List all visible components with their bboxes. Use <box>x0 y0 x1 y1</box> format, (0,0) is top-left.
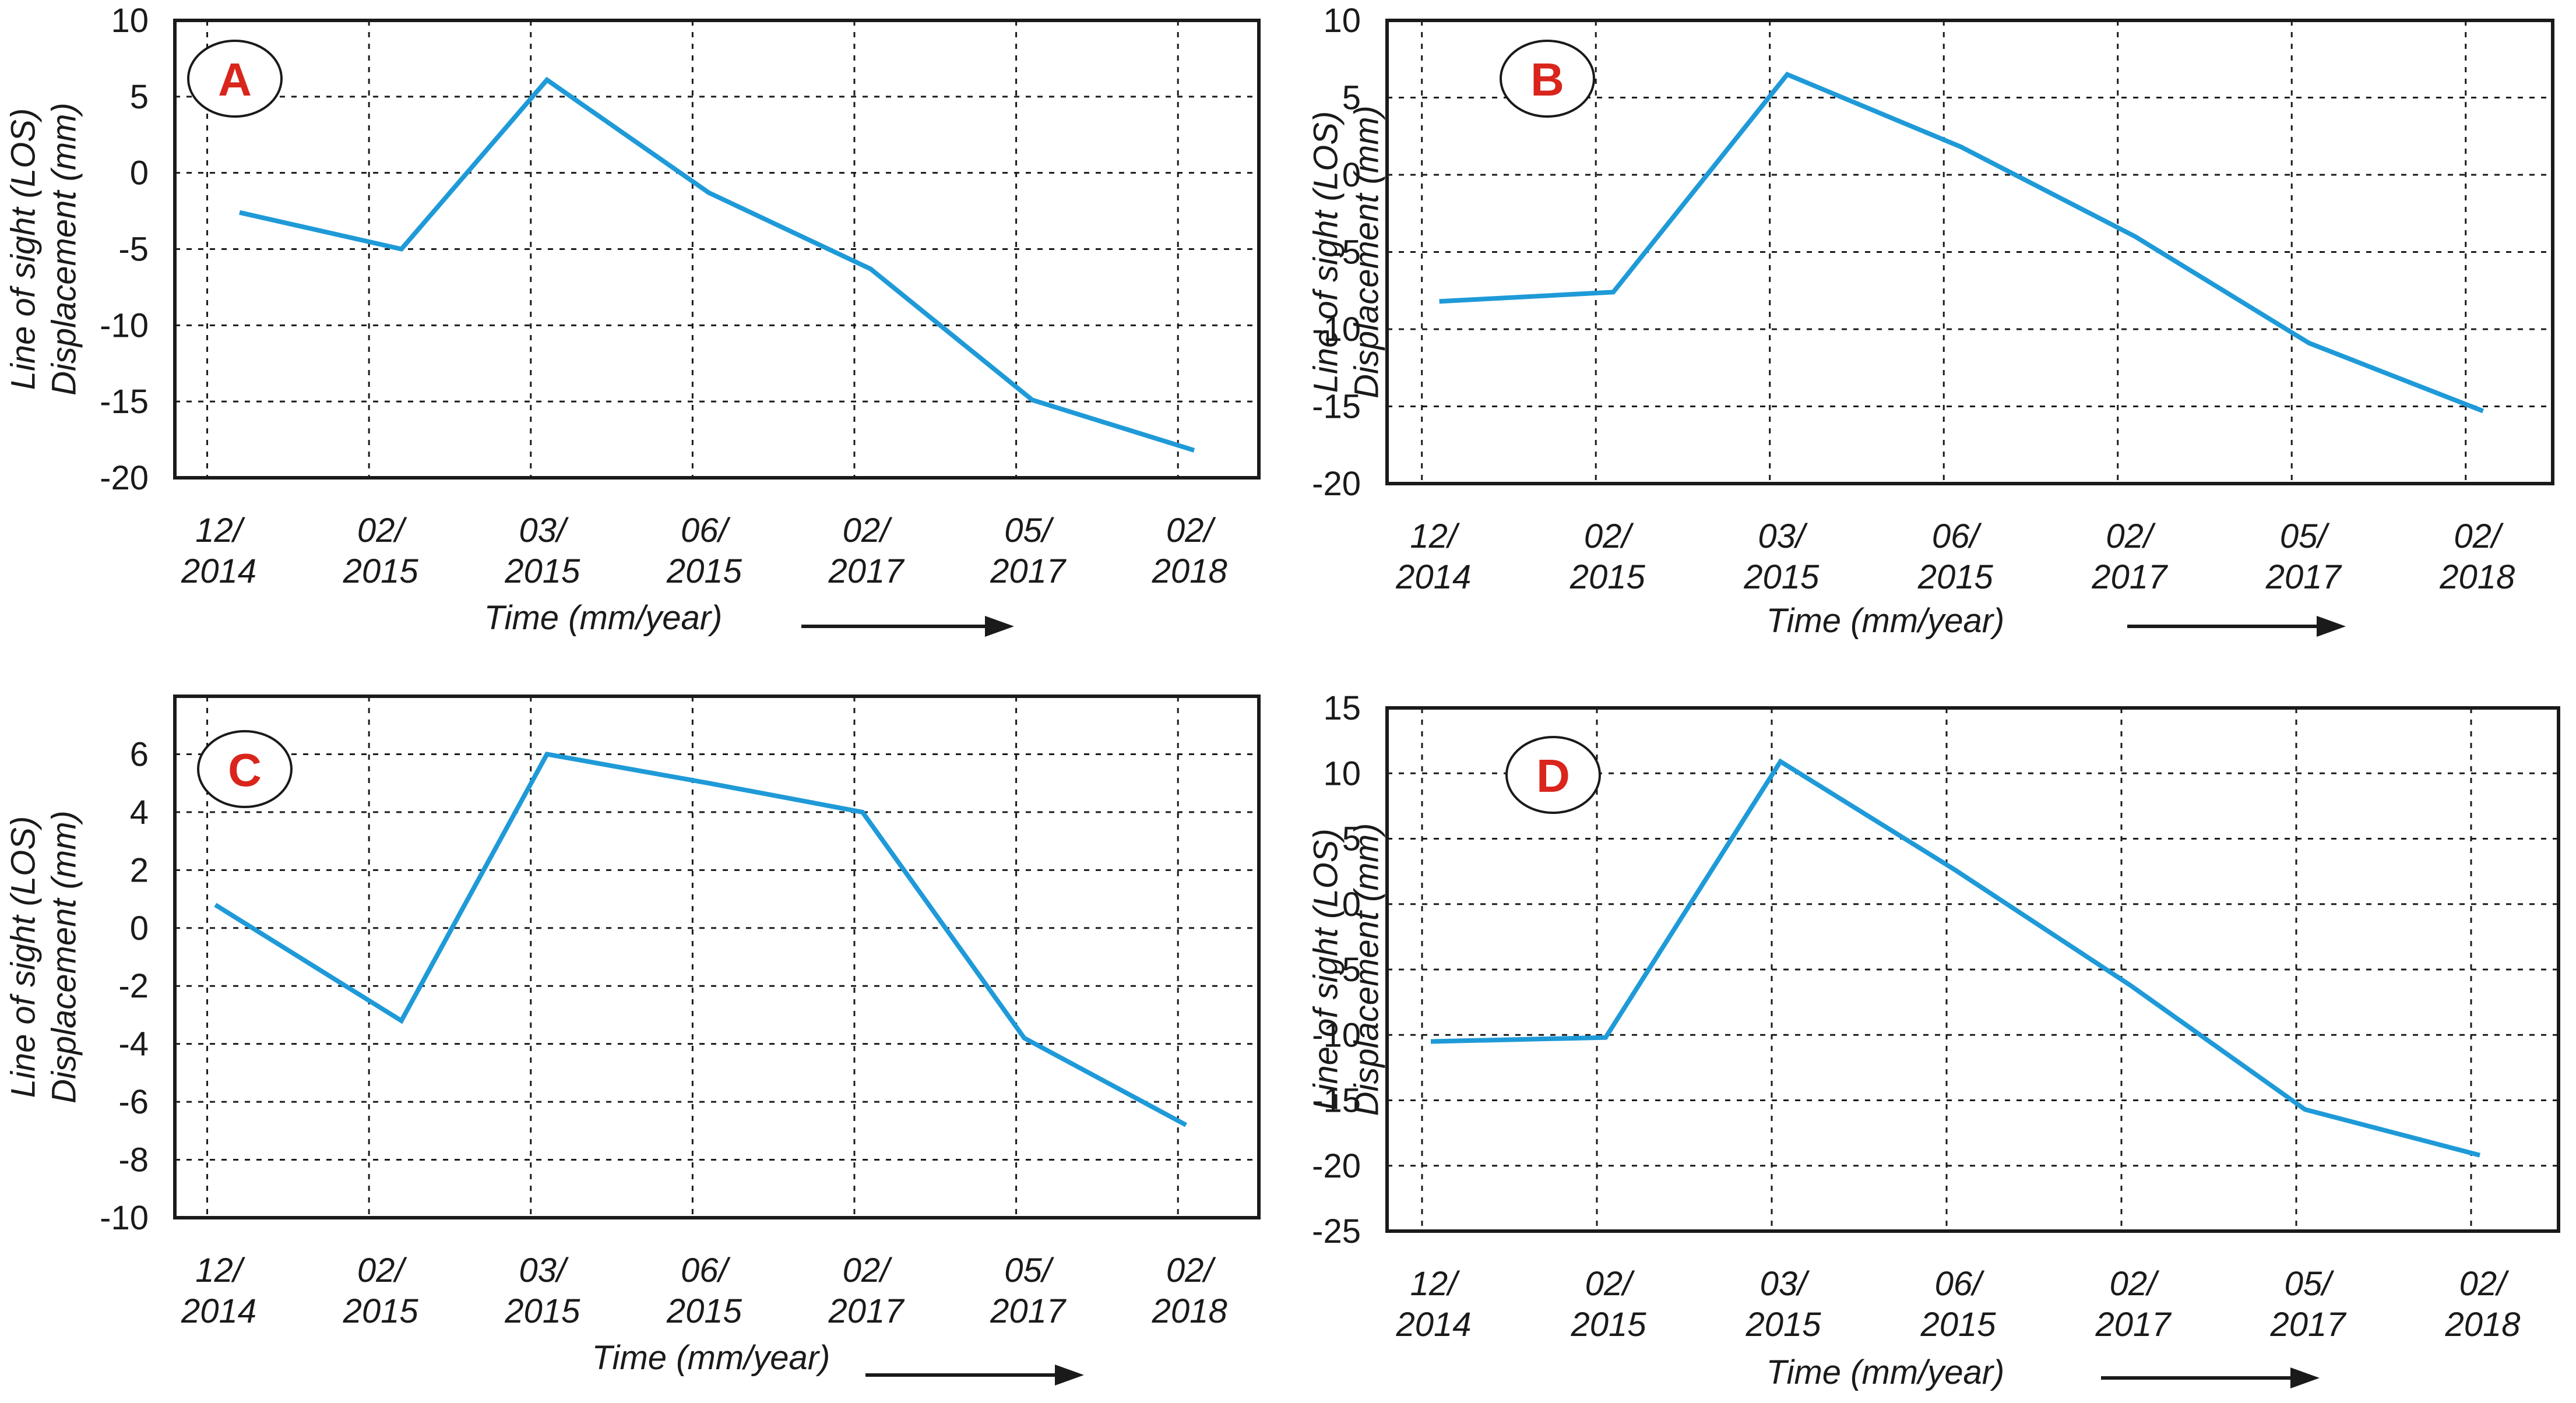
x-axis-title: Time (mm/year) <box>484 599 723 637</box>
x-tick-label: 06/2015 <box>666 512 742 590</box>
chart-panel-b: 10 5 0 -5 -10 -15 -20 12/2014 02/2015 03/2015 06/2… <box>1307 2 2554 640</box>
y-tick-label: -15 <box>1312 388 1361 426</box>
y-tick-label: -6 <box>118 1083 149 1121</box>
y-tick-label: 2 <box>130 851 149 889</box>
x-tick-label: 02/2017 <box>2091 517 2169 596</box>
y-tick-label: -5 <box>1331 951 1361 989</box>
panel-badge: D <box>1505 736 1601 814</box>
y-tick-label: -5 <box>118 231 149 269</box>
x-tick-label: 03/2015 <box>504 512 580 590</box>
plot-frame <box>173 19 1261 480</box>
y-tick-label: 0 <box>130 910 149 947</box>
y-tick-label: 15 <box>1323 689 1361 727</box>
y-tick-label: -2 <box>118 967 149 1005</box>
y-tick-label: 10 <box>111 2 149 40</box>
y-axis-title: Displacement (mm) <box>45 810 83 1104</box>
y-axis-title: Line of sight (LOS) <box>1307 829 1345 1111</box>
panel-letter: D <box>1536 750 1570 802</box>
y-tick-label: -5 <box>1331 234 1361 272</box>
y-tick-label: 0 <box>130 154 149 192</box>
x-axis-title: Time (mm/year) <box>592 1339 830 1377</box>
y-axis-title: Displacement (mm) <box>45 103 83 396</box>
plot-frame <box>1385 19 2554 485</box>
y-tick-label: -10 <box>100 306 149 344</box>
x-tick-label: 02/2018 <box>2444 1265 2520 1344</box>
y-tick-label: -10 <box>1312 1016 1361 1054</box>
x-tick-label: 12/2014 <box>181 1252 256 1330</box>
y-tick-label: -15 <box>100 383 149 421</box>
y-tick-label: 4 <box>130 794 149 831</box>
series-line <box>239 76 1195 453</box>
x-tick-label: 05/2017 <box>2269 1265 2347 1344</box>
y-axis-title: Line of sight (LOS) <box>1307 111 1345 393</box>
x-tick-label: 05/2017 <box>990 1252 1067 1330</box>
chart-panel-a: 10 5 0 -5 -10 -15 -20 12/2014 02/2015 03/2015 06/2… <box>5 2 1261 637</box>
plot-frame <box>1385 706 2560 1233</box>
y-axis-title: Displacement (mm) <box>1348 823 1386 1116</box>
x-tick-label: 12/2014 <box>1395 1265 1471 1344</box>
right-arrow-icon <box>865 1365 1084 1386</box>
y-tick-label: 0 <box>1342 156 1361 194</box>
panel-badge: B <box>1500 40 1595 118</box>
plot-frame <box>173 695 1261 1219</box>
y-tick-label: 5 <box>1342 79 1361 117</box>
x-axis-title: Time (mm/year) <box>1766 602 2005 640</box>
right-arrow-icon <box>2101 1367 2320 1388</box>
x-tick-label: 02/2015 <box>1570 1265 1646 1344</box>
y-tick-label: -8 <box>118 1141 149 1179</box>
x-tick-label: 02/2018 <box>1152 512 1227 590</box>
x-tick-label: 02/2017 <box>828 1252 905 1330</box>
y-tick-label: -10 <box>100 1199 149 1237</box>
y-tick-label: -25 <box>1312 1212 1361 1250</box>
y-axis-title: Displacement (mm) <box>1348 105 1386 399</box>
x-tick-label: 02/2015 <box>343 1252 419 1330</box>
panel-badge: A <box>187 40 283 118</box>
x-tick-label: 05/2017 <box>990 512 1067 590</box>
series-line <box>1439 71 2484 414</box>
x-tick-label: 03/2015 <box>1743 517 1820 596</box>
x-tick-label: 02/2017 <box>2095 1265 2172 1344</box>
x-tick-label: 02/2017 <box>828 512 905 590</box>
x-tick-label: 03/2015 <box>1745 1265 1821 1344</box>
y-tick-label: -20 <box>1312 1147 1361 1185</box>
y-axis-title: Line of sight (LOS) <box>5 108 43 390</box>
right-arrow-icon <box>801 616 1014 637</box>
x-tick-label: 02/2018 <box>2439 517 2515 596</box>
y-tick-label: -20 <box>1312 465 1361 503</box>
series-line <box>1430 758 2481 1158</box>
x-tick-label: 02/2015 <box>343 512 419 590</box>
panel-letter: B <box>1530 54 1564 105</box>
x-tick-label: 12/2014 <box>1395 517 1471 596</box>
y-axis-title: Line of sight (LOS) <box>5 816 43 1098</box>
y-tick-label: -15 <box>1312 1082 1361 1120</box>
x-tick-label: 05/2017 <box>2265 517 2343 596</box>
panel-letter: C <box>228 744 262 796</box>
x-tick-label: 03/2015 <box>504 1252 580 1330</box>
y-tick-label: 5 <box>130 78 149 116</box>
x-tick-label: 12/2014 <box>181 512 256 590</box>
x-tick-label: 02/2018 <box>1152 1252 1227 1330</box>
y-tick-label: 6 <box>130 735 149 773</box>
right-arrow-icon <box>2127 616 2346 637</box>
x-tick-label: 06/2015 <box>1920 1265 1996 1344</box>
y-tick-label: 5 <box>1342 820 1361 858</box>
x-axis-title: Time (mm/year) <box>1766 1353 2005 1391</box>
x-tick-label: 02/2015 <box>1569 517 1646 596</box>
y-tick-label: 10 <box>1323 2 1361 40</box>
x-tick-label: 06/2015 <box>1917 517 1994 596</box>
panel-badge: C <box>197 730 293 808</box>
chart-panel-c: 6 4 2 0 -2 -4 -6 -8 -10 12/2014 02/2015 03/2015 06/2… <box>5 695 1261 1386</box>
y-tick-label: 10 <box>1323 755 1361 792</box>
x-tick-label: 06/2015 <box>666 1252 742 1330</box>
chart-panel-d: 15 10 5 0 -5 -10 -15 -20 -25 12/2014 02/2015 03/201… <box>1307 689 2560 1391</box>
series-line <box>214 751 1187 1127</box>
y-tick-label: 0 <box>1342 886 1361 923</box>
panel-letter: A <box>218 54 252 105</box>
y-tick-label: -4 <box>118 1025 149 1063</box>
y-tick-label: -20 <box>100 459 149 497</box>
y-tick-label: -10 <box>1312 311 1361 348</box>
